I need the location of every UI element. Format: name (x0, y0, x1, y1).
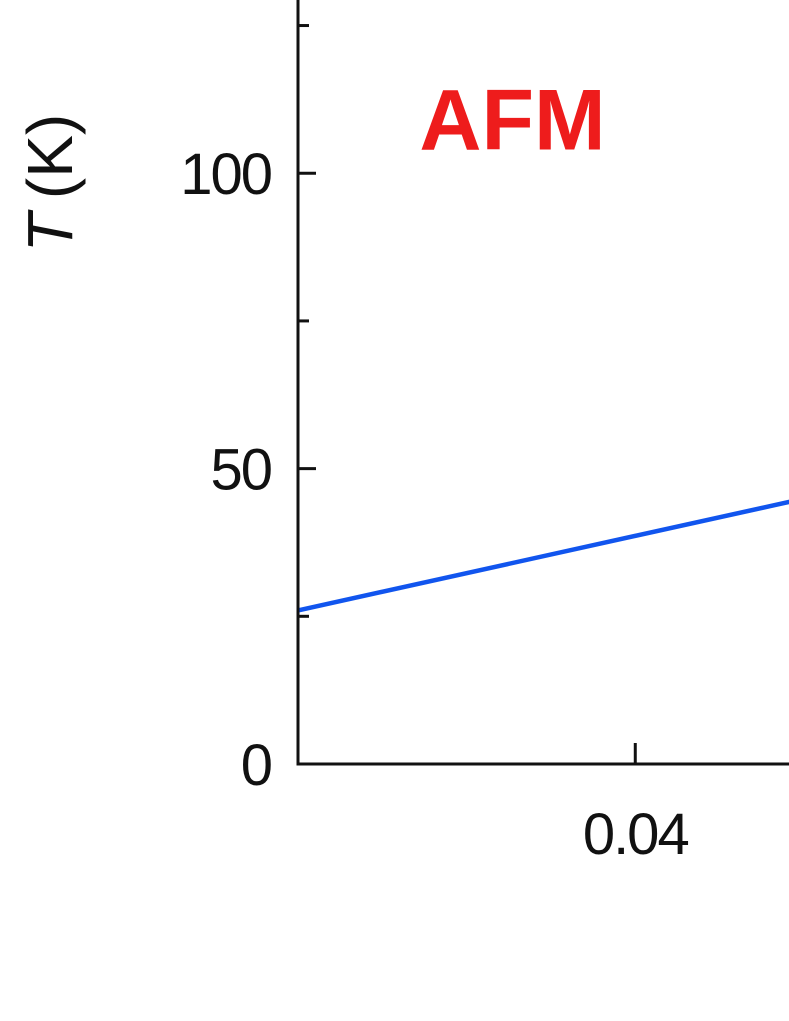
afm-region-label: AFM (419, 73, 605, 169)
y-tick-label: 0 (241, 733, 271, 798)
y-tick-label: 50 (210, 438, 271, 503)
x-tick-label: 0.04 (583, 802, 689, 867)
y-axis-symbol: T (14, 209, 86, 252)
spin-reorientation-line (297, 499, 789, 613)
y-axis-unit: (K) (14, 114, 86, 199)
region-labels: AFMAFM (419, 73, 605, 169)
axes (296, 0, 789, 766)
axis-ticks: 0 50 100 0.04 (180, 24, 690, 867)
y-tick-label: 100 (180, 142, 271, 207)
y-axis-title: T (K) (14, 114, 86, 252)
phase-boundary-lines (297, 499, 789, 613)
